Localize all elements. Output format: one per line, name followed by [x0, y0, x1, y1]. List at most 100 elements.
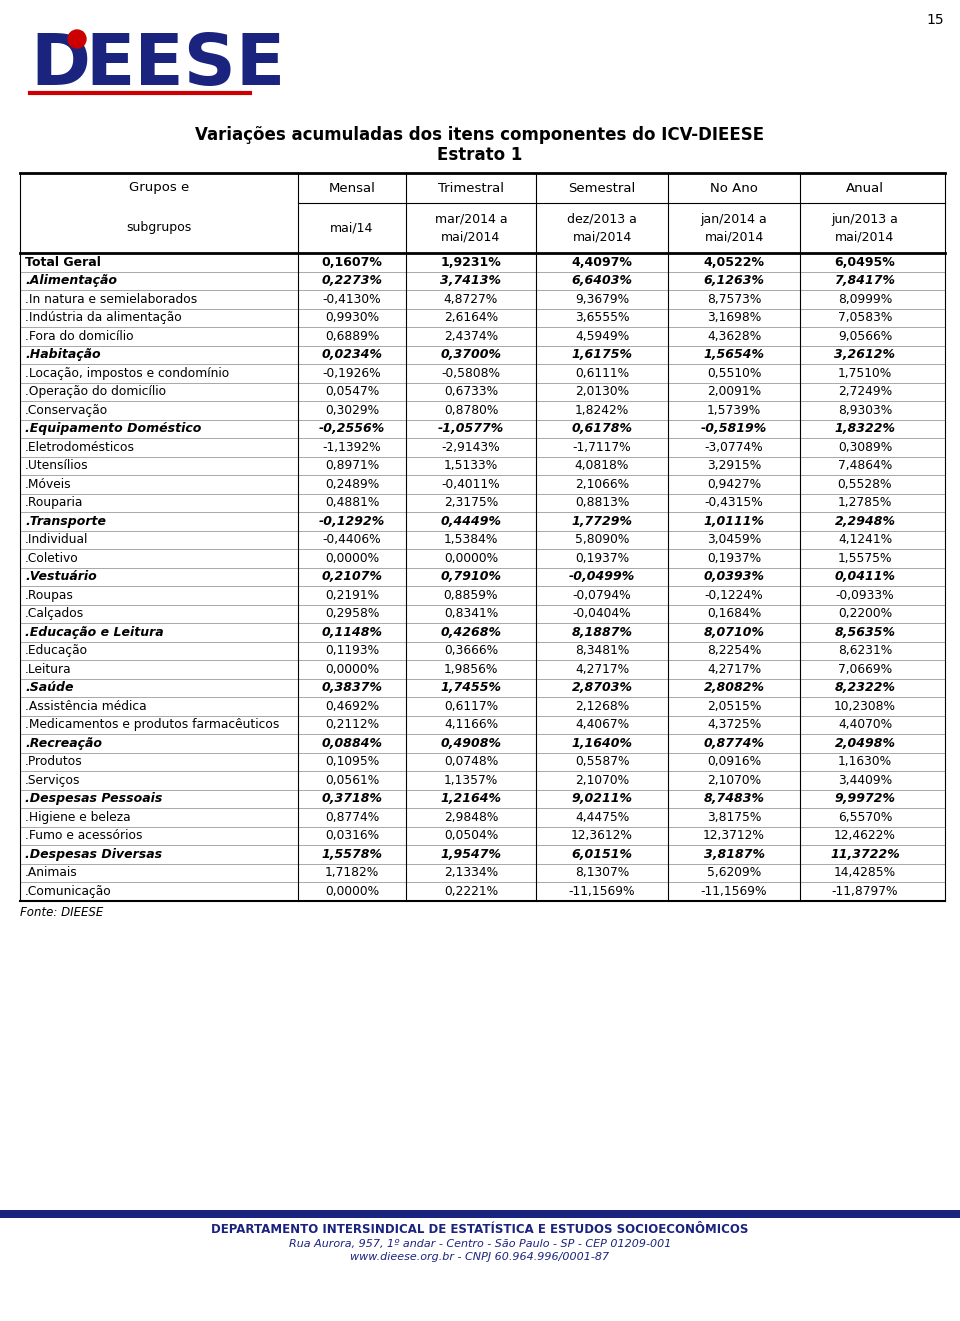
Text: -3,0774%: -3,0774%	[705, 441, 763, 453]
Text: 0,6117%: 0,6117%	[444, 700, 498, 713]
Text: 3,7413%: 3,7413%	[441, 275, 501, 287]
Text: -1,1392%: -1,1392%	[323, 441, 381, 453]
Text: 0,8971%: 0,8971%	[324, 460, 379, 472]
Text: 6,1263%: 6,1263%	[704, 275, 764, 287]
Text: 0,2200%: 0,2200%	[838, 608, 892, 621]
Text: .Vestuário: .Vestuário	[25, 571, 97, 584]
Text: 4,4070%: 4,4070%	[838, 719, 892, 732]
Text: .Despesas Diversas: .Despesas Diversas	[25, 848, 162, 861]
Text: -0,1292%: -0,1292%	[319, 515, 385, 528]
Text: 10,2308%: 10,2308%	[834, 700, 896, 713]
Text: 4,4097%: 4,4097%	[571, 256, 633, 268]
Text: 0,3089%: 0,3089%	[838, 441, 892, 453]
Text: .Leitura: .Leitura	[25, 663, 72, 676]
Text: dez/2013 a
mai/2014: dez/2013 a mai/2014	[567, 213, 636, 243]
Text: 3,1698%: 3,1698%	[707, 312, 761, 324]
Text: 0,5587%: 0,5587%	[575, 756, 629, 769]
Text: Total Geral: Total Geral	[25, 256, 101, 268]
Text: 3,6555%: 3,6555%	[575, 312, 629, 324]
Text: 4,1166%: 4,1166%	[444, 719, 498, 732]
Text: 8,9303%: 8,9303%	[838, 404, 892, 416]
Text: 2,0130%: 2,0130%	[575, 386, 629, 398]
Text: 7,4864%: 7,4864%	[838, 460, 892, 472]
Text: Grupos e: Grupos e	[129, 181, 189, 194]
Text: 0,2191%: 0,2191%	[324, 589, 379, 602]
Text: 9,3679%: 9,3679%	[575, 293, 629, 305]
Circle shape	[68, 30, 86, 48]
Text: -0,2556%: -0,2556%	[319, 423, 385, 435]
Text: 1,2164%: 1,2164%	[441, 793, 501, 806]
Text: 0,0000%: 0,0000%	[324, 663, 379, 676]
Text: 1,5739%: 1,5739%	[707, 404, 761, 416]
Text: Estrato 1: Estrato 1	[438, 147, 522, 164]
Text: 1,5654%: 1,5654%	[704, 349, 764, 361]
Text: 2,0515%: 2,0515%	[707, 700, 761, 713]
Text: EESE: EESE	[85, 30, 285, 100]
Text: 0,3718%: 0,3718%	[322, 793, 382, 806]
Text: 6,5570%: 6,5570%	[838, 811, 892, 824]
Text: 1,1630%: 1,1630%	[838, 756, 892, 769]
Text: 0,4268%: 0,4268%	[441, 626, 501, 639]
Text: 0,0316%: 0,0316%	[324, 830, 379, 843]
Text: .Individual: .Individual	[25, 534, 88, 547]
Text: 6,6403%: 6,6403%	[571, 275, 633, 287]
Text: 7,0669%: 7,0669%	[838, 663, 892, 676]
Text: 2,1070%: 2,1070%	[707, 774, 761, 787]
Text: -11,1569%: -11,1569%	[701, 885, 767, 898]
Text: 0,9930%: 0,9930%	[324, 312, 379, 324]
Text: 2,3175%: 2,3175%	[444, 497, 498, 510]
Text: .Conservação: .Conservação	[25, 404, 108, 416]
Text: 4,3725%: 4,3725%	[707, 719, 761, 732]
Text: jan/2014 a
mai/2014: jan/2014 a mai/2014	[701, 213, 767, 243]
Text: 2,8703%: 2,8703%	[571, 682, 633, 695]
Text: Trimestral: Trimestral	[438, 181, 504, 194]
Text: 0,1937%: 0,1937%	[575, 552, 629, 565]
Text: 8,5635%: 8,5635%	[834, 626, 896, 639]
Text: .Assistência médica: .Assistência médica	[25, 700, 147, 713]
Text: 4,5949%: 4,5949%	[575, 330, 629, 342]
Text: -11,8797%: -11,8797%	[831, 885, 899, 898]
Text: 0,1684%: 0,1684%	[707, 608, 761, 621]
Text: .Rouparia: .Rouparia	[25, 497, 84, 510]
Text: D: D	[30, 30, 90, 100]
Text: .Transporte: .Transporte	[25, 515, 106, 528]
Text: -11,1569%: -11,1569%	[568, 885, 636, 898]
Text: 0,8813%: 0,8813%	[575, 497, 629, 510]
Text: 2,2948%: 2,2948%	[834, 515, 896, 528]
Text: .Animais: .Animais	[25, 867, 78, 880]
Text: 0,0547%: 0,0547%	[324, 386, 379, 398]
Text: 8,2322%: 8,2322%	[834, 682, 896, 695]
Text: 0,0000%: 0,0000%	[444, 552, 498, 565]
Text: 11,3722%: 11,3722%	[830, 848, 900, 861]
Text: 1,5578%: 1,5578%	[322, 848, 382, 861]
Text: -0,0794%: -0,0794%	[573, 589, 632, 602]
Text: 0,0411%: 0,0411%	[834, 571, 896, 584]
Text: 3,2915%: 3,2915%	[707, 460, 761, 472]
Text: 0,0748%: 0,0748%	[444, 756, 498, 769]
Text: 8,0710%: 8,0710%	[704, 626, 764, 639]
Text: .Educação e Leitura: .Educação e Leitura	[25, 626, 163, 639]
Text: 8,1887%: 8,1887%	[571, 626, 633, 639]
Text: 0,1148%: 0,1148%	[322, 626, 382, 639]
Text: Rua Aurora, 957, 1º andar - Centro - São Paulo - SP - CEP 01209-001: Rua Aurora, 957, 1º andar - Centro - São…	[289, 1239, 671, 1248]
Text: .Recreação: .Recreação	[25, 737, 102, 750]
Text: 8,1307%: 8,1307%	[575, 867, 629, 880]
Text: i: i	[70, 30, 87, 81]
Text: 0,3029%: 0,3029%	[324, 404, 379, 416]
Text: 3,0459%: 3,0459%	[707, 534, 761, 547]
Text: 0,0884%: 0,0884%	[322, 737, 382, 750]
Text: 3,8187%: 3,8187%	[704, 848, 764, 861]
Text: .Habitação: .Habitação	[25, 349, 101, 361]
Text: mai/14: mai/14	[330, 222, 373, 235]
Text: 8,0999%: 8,0999%	[838, 293, 892, 305]
Text: .Roupas: .Roupas	[25, 589, 74, 602]
Text: 1,8242%: 1,8242%	[575, 404, 629, 416]
Text: 8,7573%: 8,7573%	[707, 293, 761, 305]
Text: 0,2112%: 0,2112%	[324, 719, 379, 732]
Text: -0,4315%: -0,4315%	[705, 497, 763, 510]
Text: 0,4692%: 0,4692%	[324, 700, 379, 713]
Text: 12,4622%: 12,4622%	[834, 830, 896, 843]
Text: .Produtos: .Produtos	[25, 756, 83, 769]
Text: .Equipamento Doméstico: .Equipamento Doméstico	[25, 423, 202, 435]
Text: 0,4449%: 0,4449%	[441, 515, 501, 528]
